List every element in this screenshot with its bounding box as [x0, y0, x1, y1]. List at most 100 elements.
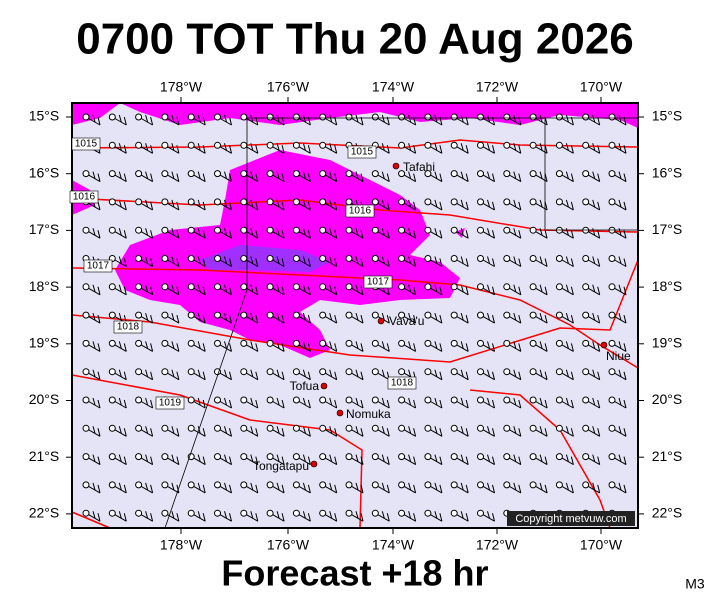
- barb-flag: [118, 199, 122, 208]
- isobar-label: 1015: [75, 139, 98, 150]
- barb-flag: [307, 513, 311, 522]
- barb-flag: [592, 199, 596, 208]
- barb-flag: [597, 371, 601, 380]
- barb-station: [108, 453, 116, 461]
- barb-flag: [302, 143, 306, 151]
- barb-flag: [276, 199, 280, 208]
- map-background: [72, 103, 638, 528]
- barb-flag: [150, 428, 154, 437]
- barb-flag: [97, 314, 101, 324]
- barb-station: [371, 170, 379, 178]
- barb-flag: [487, 312, 490, 321]
- barb-flag: [123, 286, 127, 295]
- barb-flag: [92, 114, 96, 123]
- barb-flag: [255, 456, 259, 465]
- barb-station: [214, 255, 221, 262]
- barb-flag: [92, 284, 96, 292]
- barb-flag: [408, 341, 412, 349]
- barb-flag: [334, 399, 338, 409]
- barb-station: [82, 368, 90, 376]
- barb-flag: [118, 426, 122, 434]
- barb-flag: [408, 228, 412, 236]
- barb-flag: [386, 456, 390, 465]
- barb-flag: [592, 426, 596, 434]
- barb-station: [398, 368, 406, 376]
- barb-station: [266, 368, 274, 376]
- barb-station: [582, 481, 590, 489]
- barb-station: [424, 198, 432, 206]
- barb-station: [240, 141, 248, 149]
- barb-station: [608, 198, 616, 206]
- barb-flag: [197, 284, 201, 292]
- barb-flag: [460, 369, 464, 377]
- barb-flag: [176, 201, 180, 211]
- barb-flag: [355, 511, 359, 519]
- lat-label: 20°S: [29, 391, 60, 407]
- barb-station: [214, 481, 221, 489]
- barb-flag: [202, 428, 206, 437]
- lat-label: 17°S: [652, 221, 683, 237]
- barb-station: [477, 141, 484, 149]
- barb-flag: [408, 199, 412, 208]
- barb-station: [292, 424, 300, 432]
- barb-station: [161, 424, 169, 432]
- barb-station: [398, 170, 406, 178]
- barb-station: [135, 141, 143, 149]
- barb-flag: [565, 454, 569, 462]
- barb-station: [424, 226, 432, 234]
- barb-station: [266, 453, 274, 461]
- barb-flag: [413, 428, 417, 437]
- barb-flag: [408, 284, 412, 292]
- barb-flag: [597, 145, 601, 154]
- barb-station: [240, 113, 248, 121]
- barb-flag: [150, 116, 154, 126]
- barb-flag: [465, 145, 469, 154]
- barb-flag: [118, 228, 122, 236]
- barb-flag: [97, 173, 101, 182]
- barb-flag: [492, 371, 495, 380]
- barb-flag: [518, 343, 522, 352]
- barb-flag: [539, 228, 543, 236]
- barb-flag: [276, 312, 280, 321]
- barb-flag: [623, 286, 627, 295]
- barb-station: [187, 368, 195, 376]
- barb-flag: [118, 397, 122, 406]
- barb-flag: [487, 369, 490, 377]
- barb-flag: [623, 173, 627, 182]
- barb-flag: [413, 145, 417, 154]
- barb-flag: [307, 145, 311, 154]
- barb-flag: [570, 230, 574, 239]
- barb-flag: [513, 114, 517, 123]
- barb-flag: [386, 145, 390, 154]
- barb-flag: [408, 256, 412, 264]
- barb-station: [450, 226, 458, 234]
- barb-flag: [118, 511, 122, 519]
- barb-flag: [460, 256, 464, 264]
- barb-flag: [386, 513, 390, 522]
- barb-flag: [150, 145, 154, 154]
- barb-flag: [513, 312, 517, 321]
- barb-station: [82, 113, 90, 121]
- barb-station: [345, 368, 353, 376]
- barb-flag: [618, 482, 622, 491]
- place-dot: [320, 382, 328, 390]
- barb-station: [450, 368, 458, 376]
- barb-flag: [597, 428, 601, 437]
- barb-flag: [439, 484, 443, 494]
- barb-flag: [118, 341, 122, 349]
- barb-station: [187, 226, 195, 234]
- barb-flag: [592, 454, 596, 462]
- lat-label: 22°S: [29, 505, 60, 521]
- barb-station: [582, 396, 590, 404]
- barb-flag: [487, 199, 490, 208]
- barb-flag: [329, 256, 333, 264]
- barb-flag: [465, 201, 469, 211]
- barb-station: [529, 424, 537, 432]
- barb-flag: [623, 314, 627, 324]
- barb-station: [529, 453, 537, 461]
- barb-flag: [229, 484, 232, 494]
- barb-flag: [413, 230, 417, 239]
- barb-flag: [465, 428, 469, 437]
- barb-station: [319, 509, 327, 517]
- barb-flag: [334, 513, 338, 522]
